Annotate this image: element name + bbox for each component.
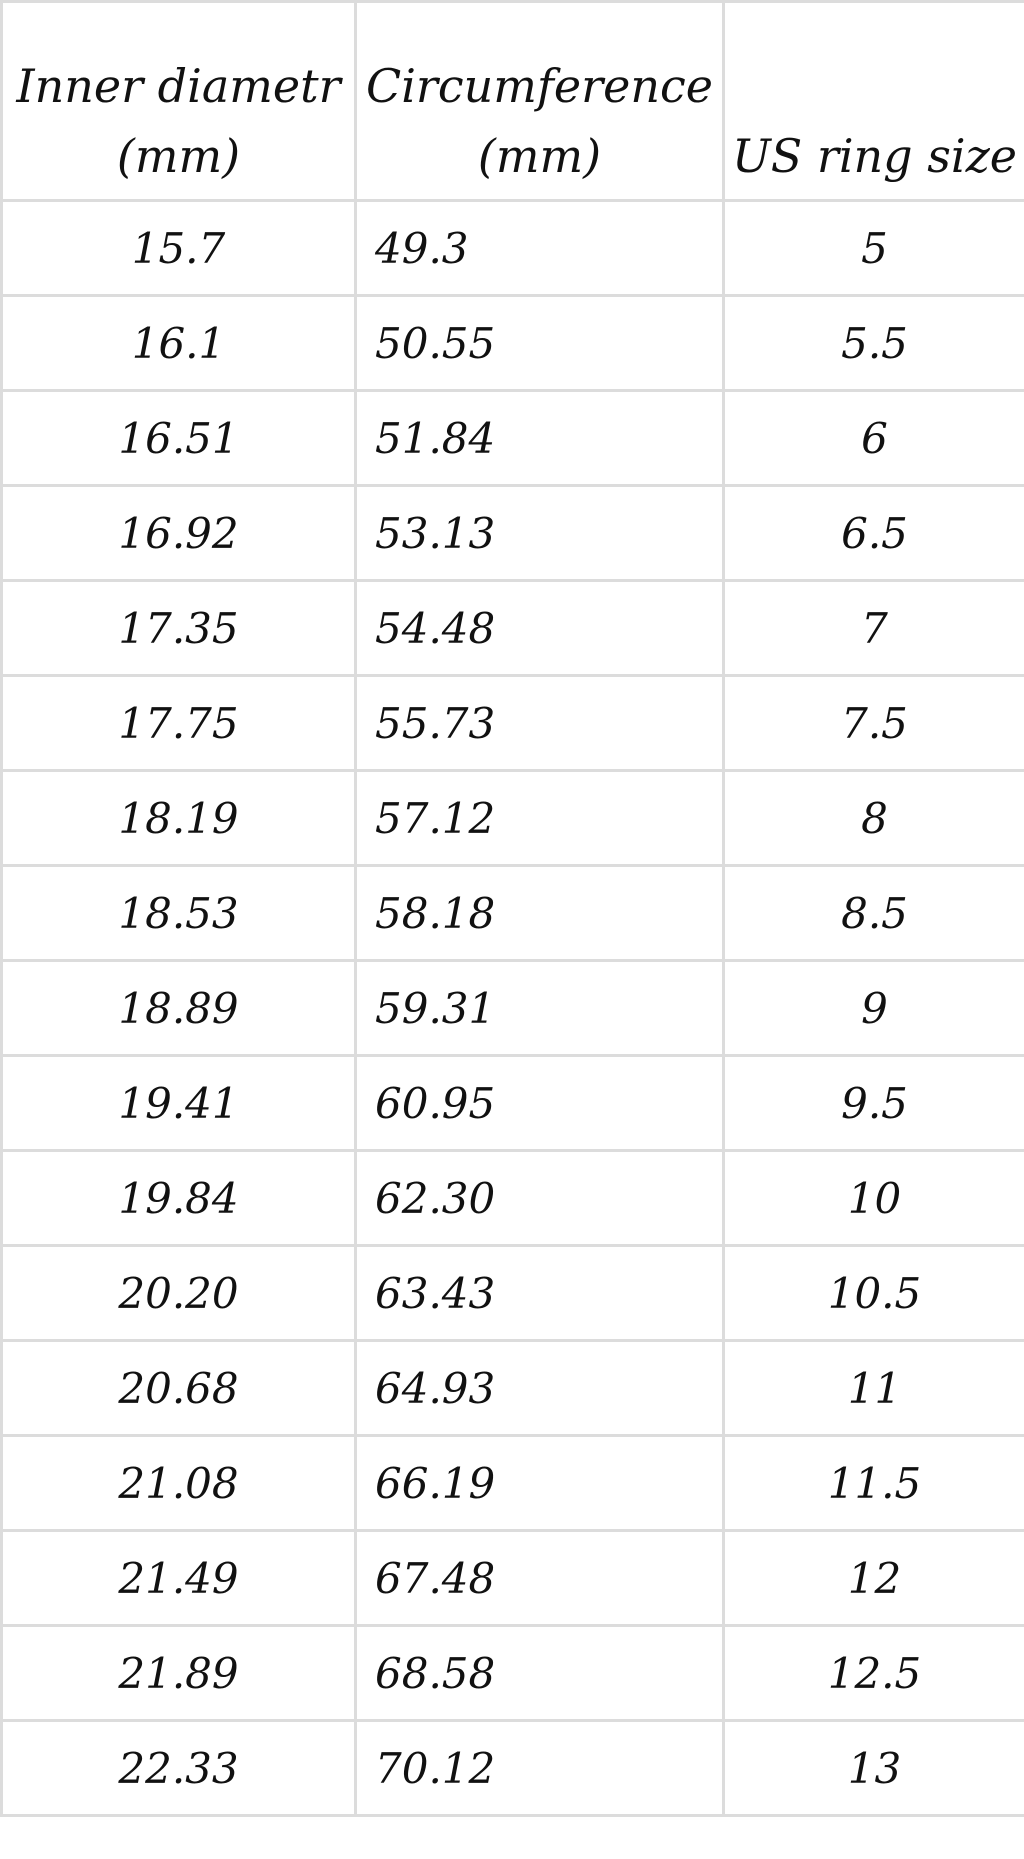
table-cell: 57.12: [354, 769, 725, 867]
table-cell: 7.5: [722, 674, 1024, 772]
table-cell: 20.20: [0, 1244, 357, 1342]
table-row: 21.49 67.48 12: [0, 1529, 1024, 1627]
header-cell: US ring size: [722, 0, 1024, 202]
table-row: 15.7 49.3 5: [0, 199, 1024, 297]
table-cell: 16.92: [0, 484, 357, 582]
table-cell: 51.84: [354, 389, 725, 487]
table-cell: 55.73: [354, 674, 725, 772]
table-row: 21.89 68.58 12.5: [0, 1624, 1024, 1722]
table-cell: 60.95: [354, 1054, 725, 1152]
table-row: 17.35 54.48 7: [0, 579, 1024, 677]
table-cell: 12.5: [722, 1624, 1024, 1722]
table-cell: 18.53: [0, 864, 357, 962]
table-cell: 16.51: [0, 389, 357, 487]
table-cell: 11: [722, 1339, 1024, 1437]
table-cell: 18.19: [0, 769, 357, 867]
table-cell: 66.19: [354, 1434, 725, 1532]
table-cell: 63.43: [354, 1244, 725, 1342]
table-cell: 58.18: [354, 864, 725, 962]
table-cell: 62.30: [354, 1149, 725, 1247]
table-cell: 67.48: [354, 1529, 725, 1627]
table-cell: 18.89: [0, 959, 357, 1057]
header-text: Circumference: [366, 59, 713, 113]
table-row: 19.41 60.95 9.5: [0, 1054, 1024, 1152]
table-cell: 17.75: [0, 674, 357, 772]
table-cell: 16.1: [0, 294, 357, 392]
header-text: Inner diametr: [16, 59, 341, 113]
table-row: 18.19 57.12 8: [0, 769, 1024, 867]
table-row: 19.84 62.30 10: [0, 1149, 1024, 1247]
table-cell: 13: [722, 1719, 1024, 1817]
table-row: 20.68 64.93 11: [0, 1339, 1024, 1437]
table-cell: 6: [722, 389, 1024, 487]
table-row: 17.75 55.73 7.5: [0, 674, 1024, 772]
table-row: 18.89 59.31 9: [0, 959, 1024, 1057]
table-cell: 9: [722, 959, 1024, 1057]
table-row: 18.53 58.18 8.5: [0, 864, 1024, 962]
table-cell: 8.5: [722, 864, 1024, 962]
table-cell: 59.31: [354, 959, 725, 1057]
table-cell: 7: [722, 579, 1024, 677]
table-cell: 53.13: [354, 484, 725, 582]
table-cell: 21.08: [0, 1434, 357, 1532]
table-cell: 21.49: [0, 1529, 357, 1627]
table-cell: 6.5: [722, 484, 1024, 582]
header-cell: Inner diametr (mm): [0, 0, 357, 202]
ring-size-table: Inner diametr (mm) Circumference (mm) US rin…: [0, 0, 1024, 1817]
table-row: 16.51 51.84 6: [0, 389, 1024, 487]
table-cell: 20.68: [0, 1339, 357, 1437]
table-cell: 70.12: [354, 1719, 725, 1817]
table-cell: 21.89: [0, 1624, 357, 1722]
table-cell: 19.41: [0, 1054, 357, 1152]
table-row: 16.92 53.13 6.5: [0, 484, 1024, 582]
table-cell: 10.5: [722, 1244, 1024, 1342]
table-cell: 10: [722, 1149, 1024, 1247]
table-cell: 17.35: [0, 579, 357, 677]
table-cell: 64.93: [354, 1339, 725, 1437]
table-cell: 9.5: [722, 1054, 1024, 1152]
table-row: 21.08 66.19 11.5: [0, 1434, 1024, 1532]
table-cell: 8: [722, 769, 1024, 867]
table-row: 20.20 63.43 10.5: [0, 1244, 1024, 1342]
table-row: 22.33 70.12 13: [0, 1719, 1024, 1817]
header-row: Inner diametr (mm) Circumference (mm) US rin…: [0, 0, 1024, 202]
header-text: (mm): [116, 129, 241, 183]
table-cell: 5.5: [722, 294, 1024, 392]
header-text: US ring size: [731, 129, 1018, 183]
table-cell: 15.7: [0, 199, 357, 297]
table-cell: 54.48: [354, 579, 725, 677]
table-cell: 5: [722, 199, 1024, 297]
header-cell: Circumference (mm): [354, 0, 725, 202]
table-cell: 19.84: [0, 1149, 357, 1247]
table-cell: 12: [722, 1529, 1024, 1627]
header-text: (mm): [477, 129, 602, 183]
table-cell: 50.55: [354, 294, 725, 392]
table-row: 16.1 50.55 5.5: [0, 294, 1024, 392]
table-cell: 49.3: [354, 199, 725, 297]
table-cell: 68.58: [354, 1624, 725, 1722]
table-body: 15.7 49.3 5 16.1 50.55 5.5 16.51 51.84 6 16.92 53.…: [0, 199, 1024, 1817]
table-cell: 11.5: [722, 1434, 1024, 1532]
table-cell: 22.33: [0, 1719, 357, 1817]
